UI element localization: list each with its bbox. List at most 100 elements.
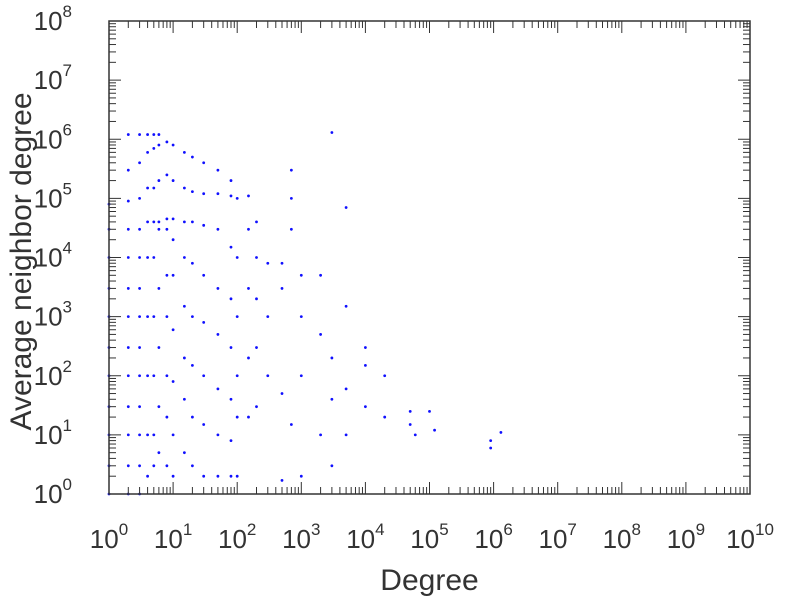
- data-point: [165, 374, 169, 378]
- y-tick-label: 102: [34, 357, 72, 391]
- data-point: [152, 464, 156, 468]
- data-point: [152, 186, 156, 190]
- x-tick-label: 108: [603, 520, 641, 554]
- y-tick-label: 104: [34, 239, 72, 273]
- data-point: [255, 220, 258, 224]
- data-point: [235, 474, 239, 478]
- data-point: [235, 415, 239, 419]
- data-point: [165, 217, 169, 221]
- data-point: [146, 315, 149, 319]
- data-point: [138, 315, 141, 319]
- data-point: [165, 273, 169, 277]
- data-point: [216, 433, 220, 437]
- data-point: [202, 423, 206, 426]
- data-point: [152, 256, 156, 259]
- data-point: [157, 287, 161, 290]
- data-point: [280, 261, 284, 265]
- data-point: [344, 206, 348, 209]
- data-point: [157, 346, 161, 349]
- data-point: [157, 220, 161, 224]
- data-point: [433, 428, 436, 432]
- y-tick-label: 100: [34, 475, 72, 509]
- data-point: [202, 192, 206, 196]
- data-point: [216, 387, 220, 391]
- x-tick-label: 107: [539, 520, 577, 554]
- data-point: [202, 320, 206, 324]
- data-point: [299, 374, 303, 378]
- data-point: [202, 161, 206, 165]
- data-point: [330, 464, 334, 468]
- data-point: [408, 423, 412, 426]
- data-point: [182, 186, 186, 190]
- data-point: [330, 356, 334, 360]
- data-point: [255, 405, 258, 409]
- data-point: [330, 397, 334, 401]
- y-tick-label: 107: [34, 61, 72, 95]
- data-point: [216, 168, 220, 172]
- data-point: [190, 363, 194, 367]
- data-point: [364, 346, 367, 349]
- data-point: [171, 143, 175, 147]
- data-point: [202, 223, 206, 227]
- data-point: [383, 415, 387, 419]
- data-points: [107, 131, 503, 496]
- data-point: [235, 256, 239, 259]
- x-tick-label: 100: [90, 520, 128, 554]
- data-point: [146, 374, 149, 378]
- data-point: [299, 474, 303, 478]
- data-point: [247, 194, 250, 198]
- data-point: [190, 190, 194, 194]
- data-point: [229, 439, 233, 443]
- data-point: [126, 227, 130, 231]
- data-point: [157, 227, 161, 231]
- x-tick-labels: 100 101 102 103 104 105 106 107 108 109 1010: [90, 520, 774, 554]
- data-point: [344, 304, 348, 308]
- data-point: [165, 227, 169, 231]
- data-point: [171, 328, 175, 332]
- data-point: [190, 220, 194, 224]
- data-point: [344, 387, 348, 391]
- data-point: [202, 273, 206, 277]
- y-tick-label: 108: [34, 2, 72, 36]
- plot-frame: [108, 20, 751, 495]
- data-point: [319, 433, 322, 437]
- data-point: [182, 150, 186, 154]
- data-point: [190, 155, 194, 159]
- data-point: [289, 196, 293, 200]
- data-point: [146, 133, 149, 136]
- data-point: [126, 287, 130, 290]
- data-point: [280, 478, 284, 482]
- data-point: [289, 227, 293, 231]
- data-point: [255, 297, 258, 301]
- data-point: [126, 374, 130, 378]
- data-point: [165, 315, 169, 319]
- y-tick-label: 101: [34, 416, 72, 450]
- data-point: [413, 433, 417, 437]
- data-point: [152, 220, 156, 224]
- data-point: [489, 439, 493, 443]
- data-point: [126, 433, 130, 437]
- y-tick-labels: 100 101 102 103 104 105 106 107 108: [34, 2, 72, 509]
- data-point: [126, 315, 130, 319]
- data-point: [229, 179, 233, 182]
- data-point: [165, 415, 169, 419]
- data-point: [319, 333, 322, 336]
- data-point: [171, 380, 175, 383]
- data-point: [344, 433, 348, 437]
- data-point: [255, 256, 258, 259]
- y-tick-label: 103: [34, 298, 72, 332]
- x-tick-label: 105: [410, 520, 448, 554]
- data-point: [152, 133, 156, 136]
- data-point: [229, 397, 233, 401]
- data-point: [202, 474, 206, 478]
- data-point: [138, 374, 141, 378]
- data-point: [138, 196, 141, 200]
- x-axis-title: Degree: [380, 564, 478, 597]
- data-point: [126, 256, 130, 259]
- data-point: [171, 273, 175, 277]
- data-point: [138, 287, 141, 290]
- data-point: [146, 186, 149, 190]
- x-tick-label: 1010: [726, 520, 774, 554]
- data-point: [408, 409, 412, 413]
- x-tick-label: 103: [282, 520, 320, 554]
